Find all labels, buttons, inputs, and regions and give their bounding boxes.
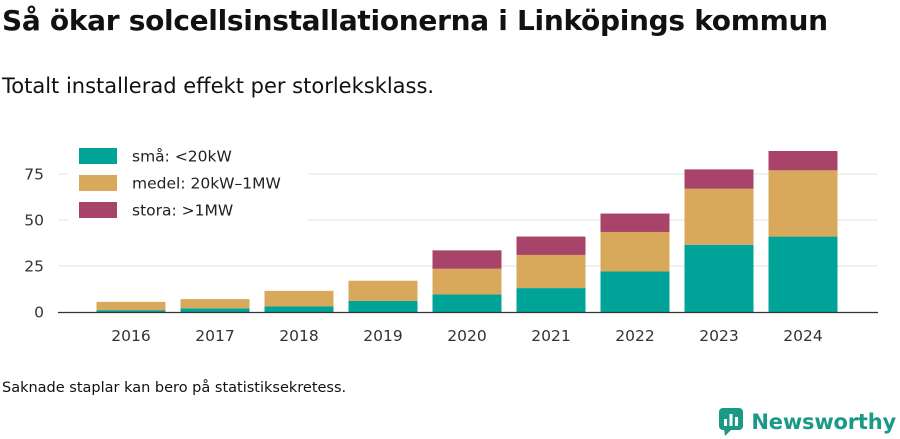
brand[interactable]: Newsworthy [719, 408, 896, 436]
y-tick-label: 50 [24, 212, 44, 230]
bar-segment [432, 294, 502, 312]
bar-segment [684, 169, 754, 189]
y-tick-label: 0 [34, 304, 44, 322]
bar-segment [516, 288, 586, 312]
x-tick-label: 2016 [111, 327, 150, 345]
bar-segment [600, 271, 670, 312]
bar-segment [264, 290, 334, 307]
bar-segment [432, 250, 502, 269]
x-tick-label: 2021 [531, 327, 570, 345]
chart-title: Så ökar solcellsinstallationerna i Linkö… [2, 4, 828, 37]
brand-name: Newsworthy [751, 410, 896, 434]
y-tick-label: 25 [24, 258, 44, 276]
legend-label: stora: >1MW [132, 202, 233, 220]
bar-segment [768, 170, 838, 237]
legend-swatch [79, 202, 117, 218]
x-axis: 2016 2017 2018 2019 2020 2021 2022 2023 2024 [58, 311, 878, 345]
footnote: Saknade staplar kan bero på statistiksek… [2, 380, 347, 396]
x-tick-label: 2024 [783, 327, 822, 345]
bar-segment [684, 244, 754, 312]
legend-swatch [79, 175, 117, 191]
legend: små: <20kW medel: 20kW–1MW stora: >1MW [68, 140, 308, 222]
bar-segment [96, 310, 166, 312]
bar-segment [768, 151, 838, 171]
bar-segment [348, 300, 418, 312]
y-axis-ticks: 0 25 50 75 [24, 166, 44, 322]
chart-subtitle: Totalt installerad effekt per storlekskl… [2, 74, 435, 98]
x-tick-label: 2020 [447, 327, 486, 345]
x-tick-label: 2017 [195, 327, 234, 345]
bar-segment [684, 188, 754, 245]
x-tick-label: 2018 [279, 327, 318, 345]
y-tick-label: 75 [24, 166, 44, 184]
legend-label: små: <20kW [132, 148, 232, 166]
bar-segment [96, 301, 166, 311]
bar-segment [600, 231, 670, 272]
bar-segment [180, 299, 250, 309]
bar-segment [768, 236, 838, 312]
bar-segment [348, 280, 418, 301]
bar-segment [600, 213, 670, 232]
bar-segment [516, 254, 586, 289]
x-tick-label: 2022 [615, 327, 654, 345]
legend-swatch [79, 148, 117, 164]
stacked-bar-chart: 0 25 50 75 2016 2017 2018 2019 2020 2021 2022 2023… [24, 140, 878, 345]
bar-segment [432, 268, 502, 295]
x-tick-label: 2023 [699, 327, 738, 345]
bars [96, 151, 838, 312]
newsworthy-logo-icon [719, 408, 744, 436]
bar-segment [264, 306, 334, 312]
bar-segment [180, 308, 250, 312]
x-tick-label: 2019 [363, 327, 402, 345]
legend-label: medel: 20kW–1MW [132, 175, 281, 193]
bar-segment [516, 236, 586, 255]
